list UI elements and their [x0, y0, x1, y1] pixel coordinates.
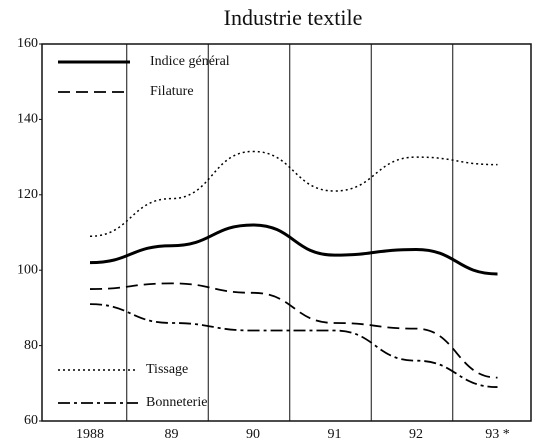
chart-title: Industrie textile: [224, 5, 363, 30]
plot-frame: [41, 43, 532, 422]
x-tick-label: 91: [328, 427, 342, 442]
y-tick-label: 80: [24, 338, 38, 353]
y-tick-label: 120: [17, 187, 38, 202]
y-tick-label: 100: [17, 262, 38, 277]
legend-label: Tissage: [146, 362, 188, 377]
series-line: [89, 223, 498, 276]
x-tick-label: 93 *: [485, 427, 510, 442]
legend-label: Bonneterie: [146, 395, 207, 410]
x-tick-label: 92: [409, 427, 423, 442]
y-tick-label: 60: [24, 413, 38, 428]
x-tick-label: 90: [246, 427, 260, 442]
series-line: [89, 303, 498, 388]
series-line: [89, 282, 498, 379]
x-tick-label: 89: [165, 427, 179, 442]
legend-label: Indice général: [150, 54, 230, 69]
y-tick-label: 160: [17, 36, 38, 51]
series-line: [89, 150, 498, 238]
legend-label: Filature: [150, 84, 194, 99]
x-tick-label: 1988: [76, 427, 104, 442]
y-tick-label: 140: [17, 112, 38, 127]
